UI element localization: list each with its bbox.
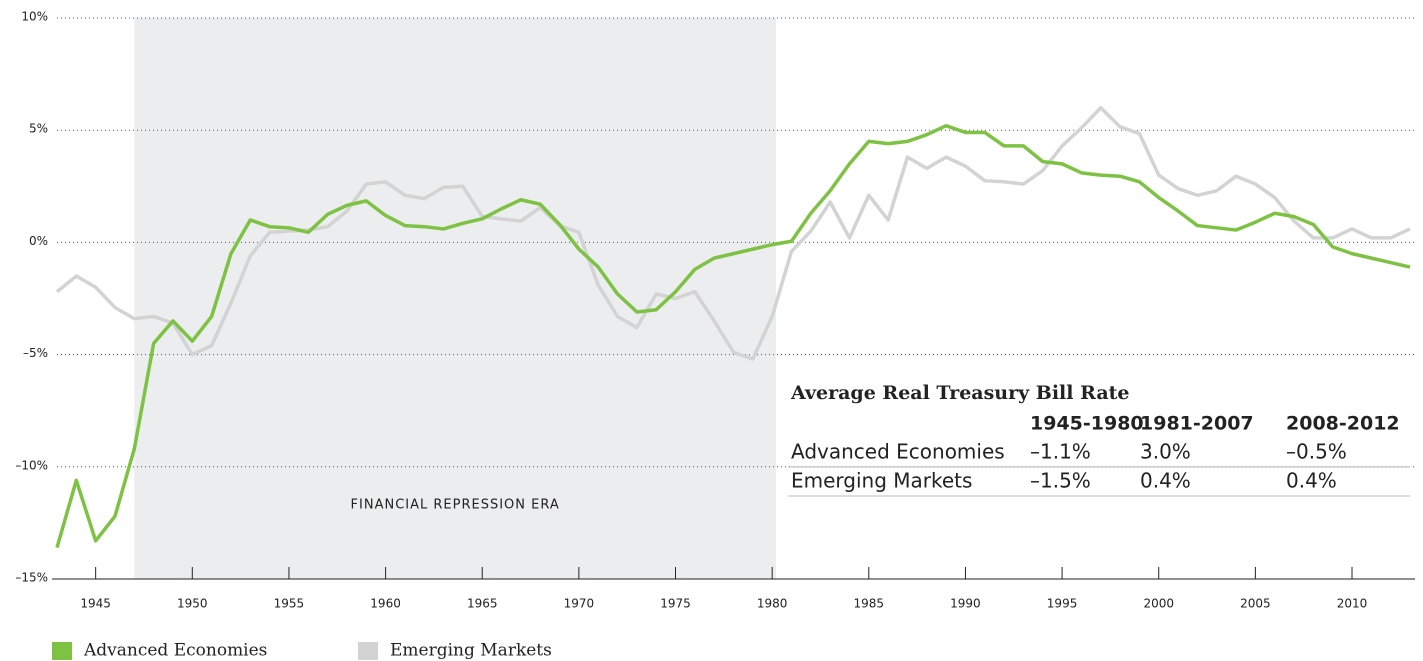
y-tick-label: 5%: [29, 122, 48, 136]
table-title: Average Real Treasury Bill Rate: [790, 382, 1130, 404]
x-tick-label: 1960: [370, 597, 401, 611]
y-tick-label: –5%: [23, 346, 48, 360]
table-cell: –1.5%: [1030, 469, 1091, 493]
x-tick-label: 1955: [274, 597, 305, 611]
table-cell: 3.0%: [1140, 440, 1191, 464]
table-row-name: Emerging Markets: [791, 469, 972, 493]
table-cell: 0.4%: [1140, 469, 1191, 493]
legend-label: Emerging Markets: [390, 641, 552, 661]
y-tick-label: 10%: [21, 10, 48, 24]
x-tick-label: 1990: [950, 597, 981, 611]
era-label: FINANCIAL REPRESSION ERA: [351, 498, 560, 513]
table-row-name: Advanced Economies: [791, 440, 1005, 464]
x-tick-label: 1980: [757, 597, 788, 611]
series-line: [55, 123, 1411, 549]
legend-label: Advanced Economies: [83, 641, 267, 661]
x-tick-label: 1950: [177, 597, 208, 611]
y-tick-label: –10%: [15, 458, 48, 472]
legend-swatch: [52, 642, 72, 660]
x-tick-label: 1965: [467, 597, 498, 611]
x-tick-label: 1945: [80, 597, 111, 611]
table-header: 1981-2007: [1140, 413, 1254, 435]
x-tick-label: 1985: [854, 597, 885, 611]
table-header: 2008-2012: [1286, 413, 1400, 435]
x-tick-label: 1975: [660, 597, 691, 611]
table-cell: –0.5%: [1286, 440, 1347, 464]
table-cell: 0.4%: [1286, 469, 1337, 493]
table-cell: –1.1%: [1030, 440, 1091, 464]
x-tick-label: 2000: [1143, 597, 1174, 611]
x-tick-label: 1970: [564, 597, 595, 611]
x-tick-label: 1995: [1047, 597, 1078, 611]
table-header: 1945-1980: [1030, 413, 1144, 435]
x-tick-label: 2010: [1337, 597, 1368, 611]
x-tick-label: 2005: [1240, 597, 1271, 611]
y-tick-label: –15%: [15, 571, 48, 585]
series-line: [55, 106, 1411, 361]
legend-swatch: [358, 642, 378, 660]
y-tick-label: 0%: [29, 234, 48, 248]
